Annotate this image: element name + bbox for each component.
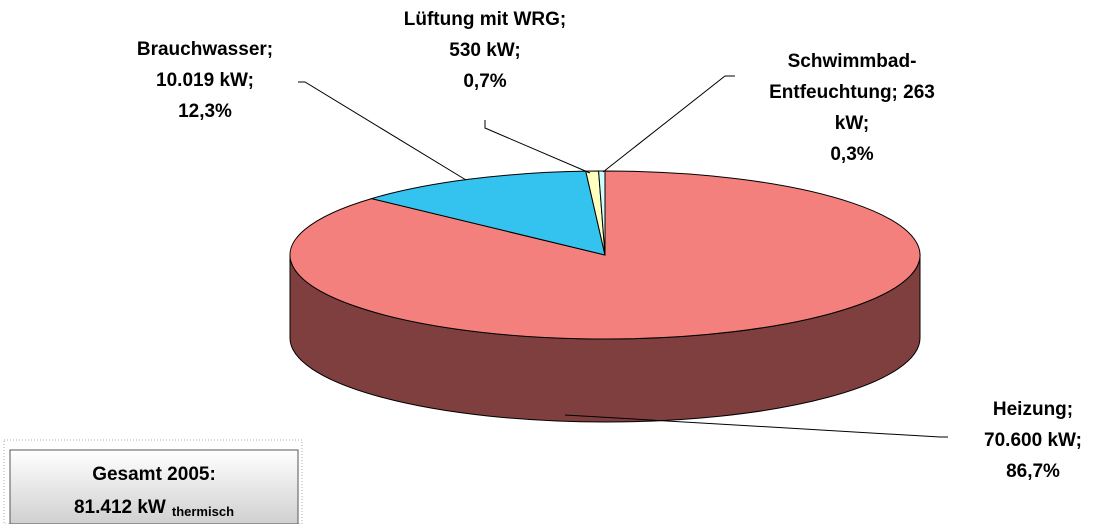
slice-label: 0,3%	[830, 144, 873, 165]
slice-label: Brauchwasser;	[137, 39, 273, 60]
slice-label: Heizung;	[993, 399, 1073, 420]
slice-label: kW;	[835, 113, 869, 134]
pie-slice	[289, 170, 921, 340]
slice-label: Entfeuchtung; 263	[769, 82, 935, 103]
slice-label: 86,7%	[1006, 461, 1060, 482]
total-value-text: 81.412 kW	[74, 497, 166, 518]
slice-label: 10.019 kW;	[156, 70, 254, 91]
pie-slice	[369, 170, 606, 256]
slice-label: 12,3%	[178, 101, 232, 122]
total-title: Gesamt 2005:	[92, 464, 216, 485]
labels: Heizung; 70.600 kW; 86,7% Brauchwasser; 10.0…	[137, 9, 1082, 482]
slice-label: 0,7%	[463, 71, 506, 92]
slice-label: 530 kW;	[449, 40, 520, 61]
slice-label: Lüftung mit WRG;	[404, 9, 567, 30]
slice-label: 70.600 kW;	[984, 430, 1082, 451]
total-value: 81.412 kW thermisch	[74, 497, 234, 519]
leader-line	[564, 414, 948, 438]
leader-lines	[298, 75, 948, 438]
leader-line	[298, 81, 467, 181]
total-subscript: thermisch	[172, 504, 234, 519]
leader-line	[484, 120, 591, 174]
leader-line	[602, 75, 735, 173]
pie	[289, 170, 921, 423]
total-box	[9, 449, 299, 525]
slice-label: Schwimmbad-	[788, 51, 917, 72]
